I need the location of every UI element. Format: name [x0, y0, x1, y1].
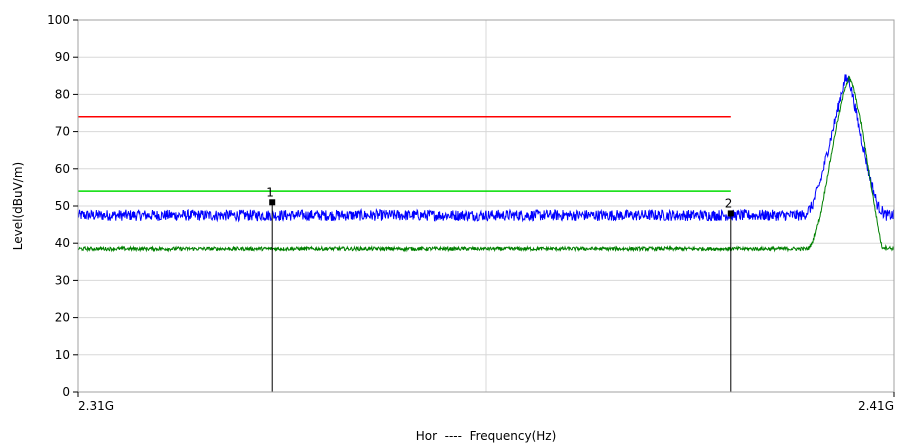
y-tick-label: 30 — [55, 273, 70, 287]
y-tick-label: 90 — [55, 50, 70, 64]
limit-lines — [78, 115, 731, 192]
y-tick-label: 60 — [55, 162, 70, 176]
y-tick-label: 80 — [55, 87, 70, 101]
y-tick-label: 100 — [47, 13, 70, 27]
x-axis: 2.31G 2.41G — [77, 392, 895, 413]
y-tick-label: 10 — [55, 348, 70, 362]
x-tick-label: 2.31G — [78, 399, 114, 413]
series-trace — [77, 75, 895, 253]
series-trace — [77, 74, 895, 223]
y-tick-label: 0 — [62, 385, 70, 399]
marker-point — [727, 210, 734, 217]
y-tick-label: 40 — [55, 236, 70, 250]
y-axis: 0 10 20 30 40 50 60 70 80 90 100 — [47, 13, 78, 399]
y-tick-label: 20 — [55, 311, 70, 325]
x-axis-label: Hor ---- Frequency(Hz) — [416, 429, 557, 443]
marker-label: 1 — [266, 185, 274, 199]
x-tick-label: 2.41G — [858, 399, 894, 413]
grid-lines — [78, 20, 894, 392]
y-axis-label: Level(dBuV/m) — [11, 162, 25, 250]
marker-label: 2 — [725, 196, 733, 210]
marker-point — [269, 199, 276, 206]
y-tick-label: 70 — [55, 125, 70, 139]
markers: 12 — [266, 185, 734, 392]
y-tick-label: 50 — [55, 199, 70, 213]
series-traces — [77, 74, 895, 253]
